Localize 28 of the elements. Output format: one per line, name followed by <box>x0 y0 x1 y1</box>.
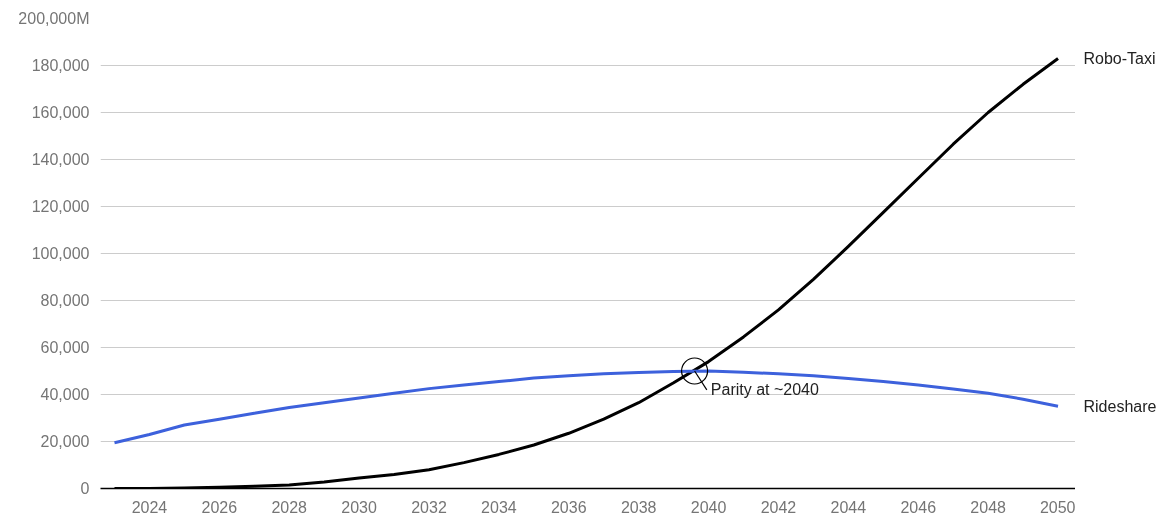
annotation: Parity at ~2040 <box>710 381 819 399</box>
x-tick-label: 2038 <box>620 498 657 516</box>
x-tick-label: 2028 <box>271 498 308 516</box>
y-tick-label: 160,000 <box>31 104 90 121</box>
y-tick-label: 20,000 <box>40 433 90 450</box>
x-tick-label: 2040 <box>690 498 727 516</box>
x-tick-label: 2034 <box>481 498 517 516</box>
y-tick-label: 40,000 <box>40 386 90 403</box>
x-tick-label: 2048 <box>970 498 1007 516</box>
y-tick-label: 60,000 <box>40 339 90 356</box>
x-tick-label: 2042 <box>760 498 797 516</box>
x-tick-label: 2024 <box>131 498 168 516</box>
x-tick-label: 2050 <box>1039 498 1076 516</box>
y-tick-label: 0 <box>80 480 90 497</box>
y-tick-label: 120,000 <box>31 198 90 215</box>
x-tick-label: 2032 <box>411 498 447 516</box>
x-tick-label: 2036 <box>550 498 587 516</box>
series-label: Robo-Taxi <box>1083 49 1156 67</box>
y-tick-label: 100,000 <box>31 245 90 262</box>
x-tick-label: 2044 <box>830 498 867 516</box>
y-tick-label: 140,000 <box>31 151 90 168</box>
x-tick-label: 2026 <box>201 498 238 516</box>
x-tick-label: 2046 <box>900 498 937 516</box>
series-label: Rideshare <box>1083 397 1157 415</box>
x-tick-label: 2030 <box>341 498 377 516</box>
y-tick-label: 180,000 <box>31 57 90 74</box>
y-tick-label: 80,000 <box>40 292 90 309</box>
y-tick-label: 200,000M <box>18 10 90 27</box>
